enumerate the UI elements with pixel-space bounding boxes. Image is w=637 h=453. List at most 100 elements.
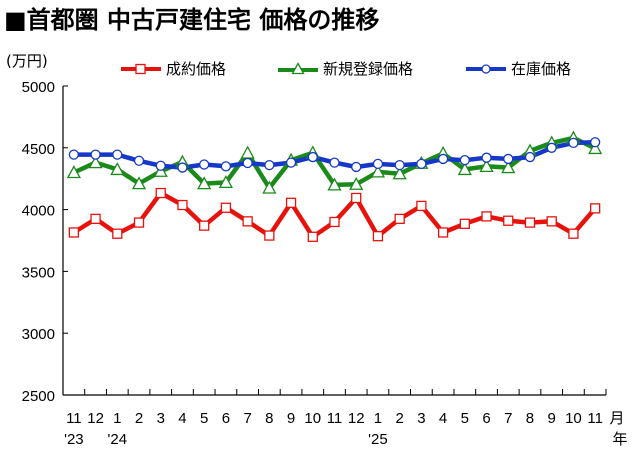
x-tick-label: 5	[461, 410, 469, 427]
triangle-marker-icon	[392, 166, 407, 180]
triangle-marker-icon	[88, 155, 103, 169]
circle-marker-icon	[372, 158, 384, 170]
circle-marker-icon	[133, 155, 145, 166]
circle-marker-icon	[199, 159, 210, 170]
square-marker-icon	[285, 197, 297, 208]
triangle-marker-icon	[262, 180, 277, 194]
triangle-marker-icon	[457, 162, 472, 176]
square-marker-icon	[68, 227, 80, 238]
legend-item-contract-price: 成約価格	[120, 58, 226, 79]
square-marker-icon	[589, 203, 601, 214]
x-tick-label: 9	[287, 410, 295, 427]
year-label: '24	[108, 431, 128, 448]
circle-marker-icon	[481, 152, 492, 163]
x-tick-label: 10	[304, 410, 321, 427]
x-tick-label: 1	[113, 410, 121, 427]
x-tick-label: 1	[374, 410, 382, 427]
circle-marker-icon	[394, 159, 405, 171]
legend-item-new-listing-price: 新規登録価格	[277, 58, 413, 79]
y-tick-label: 3500	[22, 264, 55, 281]
square-marker-icon	[372, 231, 384, 242]
square-marker-icon	[524, 217, 536, 228]
circle-marker-icon	[329, 157, 340, 168]
circle-marker-icon	[90, 149, 101, 160]
square-marker-icon	[503, 215, 514, 226]
x-tick-label: 11	[327, 410, 343, 427]
circle-marker-icon	[285, 157, 297, 168]
circle-marker-icon	[568, 137, 579, 149]
square-marker-icon	[307, 231, 318, 242]
square-marker-icon	[220, 202, 232, 213]
chart-title: ■首都圏 中古戸建住宅 価格の推移	[4, 6, 380, 34]
circle-marker-icon	[307, 151, 318, 163]
x-tick-label: 10	[565, 410, 582, 427]
triangle-marker-icon	[240, 145, 255, 159]
circle-marker-icon	[416, 158, 427, 170]
square-marker-icon	[121, 63, 161, 74]
square-marker-icon	[264, 230, 275, 241]
legend-item-inventory-price: 在庫価格	[465, 58, 571, 79]
triangle-marker-icon	[278, 61, 318, 74]
year-axis-suffix: 年	[612, 430, 627, 448]
x-tick-label: 5	[200, 410, 208, 427]
x-tick-label: 8	[265, 410, 273, 427]
y-axis-unit-label: (万円)	[6, 52, 48, 70]
triangle-marker-icon	[349, 176, 364, 190]
square-marker-icon	[481, 211, 492, 222]
square-marker-icon	[394, 213, 405, 225]
legend-label: 新規登録価格	[323, 60, 414, 78]
circle-marker-icon	[264, 159, 275, 171]
triangle-marker-icon	[327, 177, 342, 191]
x-tick-label: 6	[482, 410, 490, 427]
x-tick-label: 12	[87, 410, 104, 427]
triangle-marker-icon	[370, 164, 386, 178]
circle-marker-icon	[155, 160, 166, 171]
x-tick-label: 7	[504, 410, 512, 427]
square-marker-icon	[199, 220, 210, 231]
y-tick-label: 2500	[22, 388, 55, 405]
circle-marker-icon	[242, 157, 253, 169]
x-tick-label: 2	[135, 410, 143, 427]
triangle-marker-icon	[588, 141, 603, 155]
x-tick-label: 7	[243, 410, 251, 427]
x-tick-label: 8	[526, 410, 534, 427]
x-tick-label: 4	[439, 410, 447, 427]
x-tick-label: 3	[157, 410, 165, 427]
circle-marker-icon	[68, 149, 80, 160]
triangle-marker-icon	[131, 176, 147, 190]
circle-marker-icon	[437, 153, 449, 165]
y-tick-label: 4000	[22, 203, 55, 220]
x-tick-label: 11	[66, 410, 82, 427]
square-marker-icon	[90, 213, 101, 225]
year-label: '23	[64, 431, 84, 448]
circle-marker-icon	[466, 63, 506, 74]
triangle-marker-icon	[218, 175, 233, 189]
y-tick-label: 3000	[22, 326, 55, 343]
square-marker-icon	[329, 216, 340, 228]
circle-marker-icon	[503, 153, 514, 165]
legend-label: 在庫価格	[511, 60, 572, 78]
legend-label: 成約価格	[166, 60, 227, 78]
x-tick-label: 11	[587, 410, 603, 427]
x-tick-label: 6	[222, 410, 230, 427]
circle-marker-icon	[459, 155, 470, 166]
series-line	[72, 190, 597, 240]
circle-marker-icon	[220, 161, 232, 172]
square-marker-icon	[177, 199, 188, 211]
circle-marker-icon	[112, 149, 123, 160]
square-marker-icon	[133, 217, 145, 228]
circle-marker-icon	[177, 162, 188, 173]
triangle-marker-icon	[501, 160, 516, 174]
x-tick-label: 4	[178, 410, 186, 427]
square-marker-icon	[437, 227, 449, 238]
x-tick-label: 12	[348, 410, 365, 427]
year-label: '25	[368, 431, 388, 448]
triangle-marker-icon	[197, 176, 212, 190]
x-tick-label: 9	[548, 410, 556, 427]
square-marker-icon	[416, 200, 427, 212]
circle-marker-icon	[546, 142, 557, 153]
square-marker-icon	[155, 187, 166, 199]
y-tick-label: 5000	[22, 79, 55, 96]
month-axis-suffix: 月	[609, 409, 624, 427]
